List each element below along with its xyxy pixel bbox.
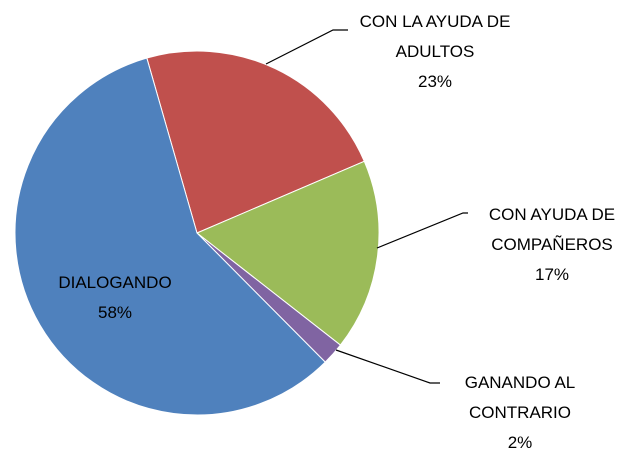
pie-slice: [146, 50, 365, 234]
leader-line: [376, 212, 468, 249]
leader-line: [335, 349, 440, 384]
pie-slice: [14, 57, 326, 416]
value-label: 23%: [417, 72, 453, 91]
pie-slice: [196, 160, 380, 346]
value-label: 2%: [507, 433, 533, 452]
leader-line: [265, 29, 348, 65]
category-label: DIALOGANDO: [58, 273, 172, 292]
value-label: 17%: [534, 265, 570, 284]
leader-lines: [265, 29, 468, 384]
data-label: GANANDO AL CONTRARIO 2%: [435, 368, 605, 454]
category-label: GANANDO AL CONTRARIO: [464, 373, 576, 422]
data-label: CON AYUDA DE COMPAÑEROS 17%: [462, 200, 640, 290]
category-label: CON AYUDA DE COMPAÑEROS: [488, 205, 616, 254]
value-label: 58%: [97, 303, 133, 322]
data-label: CON LA AYUDA DE ADULTOS 23%: [345, 7, 525, 97]
pie: [14, 50, 380, 416]
data-label: DIALOGANDO 58%: [25, 268, 205, 328]
category-label: CON LA AYUDA DE ADULTOS: [359, 12, 511, 61]
